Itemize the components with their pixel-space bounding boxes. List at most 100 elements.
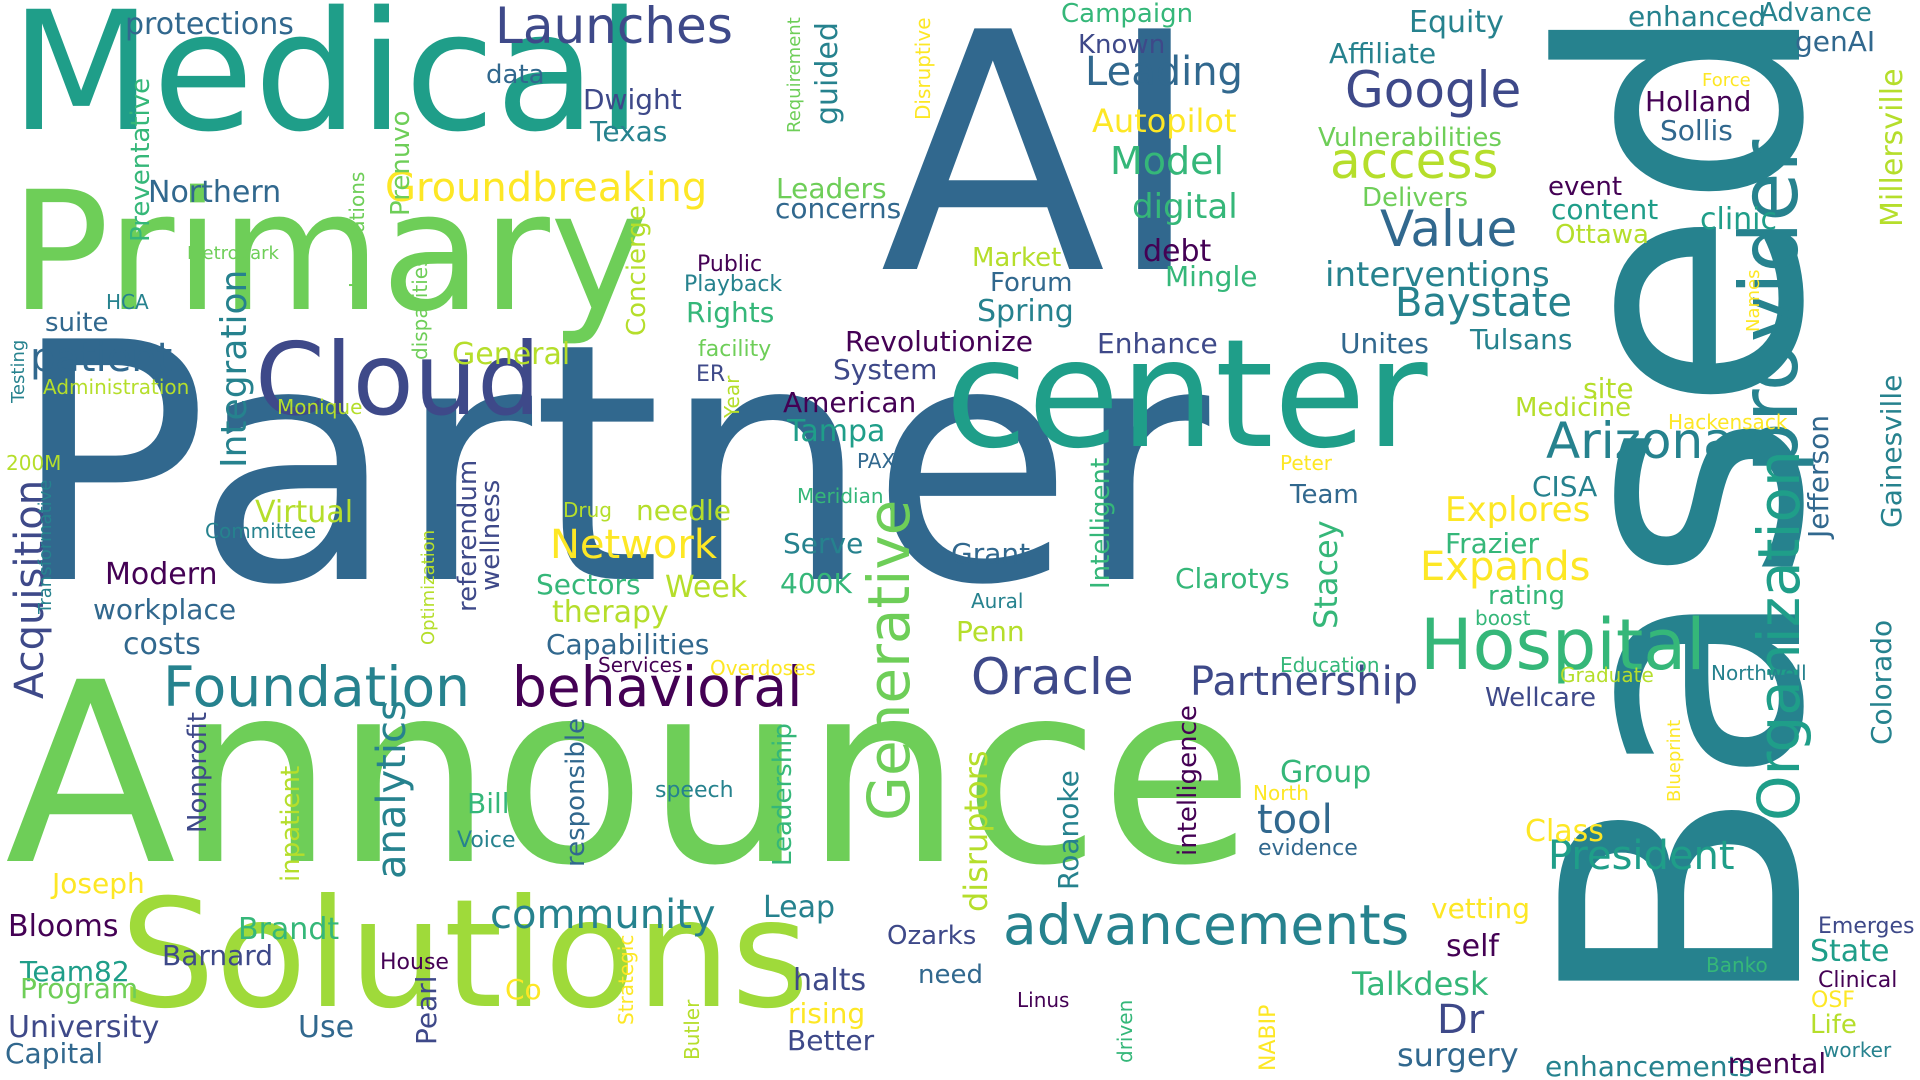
word-rating: rating xyxy=(1488,581,1566,611)
word-concerns: concerns xyxy=(775,192,902,225)
word-better: Better xyxy=(787,1024,875,1057)
word-roanoke: Roanoke xyxy=(1052,770,1085,890)
word-butler: Butler xyxy=(680,999,704,1060)
word-emerges: Emerges xyxy=(1818,914,1915,939)
word-vulnerabilities: Vulnerabilities xyxy=(1318,123,1502,153)
word-general: General xyxy=(452,337,571,372)
word-team: Team xyxy=(1290,480,1359,510)
word-voice: Voice xyxy=(457,828,516,853)
word-unites: Unites xyxy=(1340,327,1429,360)
word-meridian: Meridian xyxy=(797,484,884,508)
word-patient: patient xyxy=(30,335,173,381)
word-wellcare: Wellcare xyxy=(1485,683,1596,713)
word-texas: Texas xyxy=(590,115,668,148)
word-optimization: Optimization xyxy=(418,529,439,645)
word-advancements: advancements xyxy=(1003,893,1410,957)
word-workplace: workplace xyxy=(93,593,237,626)
word-transformative: Transformative xyxy=(35,479,56,614)
word-class: Class xyxy=(1525,814,1604,849)
word-services: Services xyxy=(598,653,683,677)
word-innovations: Innovations xyxy=(345,171,369,288)
word-delivers: Delivers xyxy=(1362,183,1469,213)
word-capital: Capital xyxy=(5,1037,104,1070)
word-virtual: Virtual xyxy=(255,495,354,530)
word-leading: Leading xyxy=(1085,49,1243,95)
word-metropark: Metropark xyxy=(187,243,279,264)
word-interventions: interventions xyxy=(1325,255,1550,295)
word-disparities: disparities xyxy=(408,256,432,360)
word-autopilot: Autopilot xyxy=(1092,102,1237,140)
word-value: Value xyxy=(1380,200,1518,258)
word-force: Force xyxy=(1702,70,1751,91)
word-committee: Committee xyxy=(205,519,317,543)
word-site: site xyxy=(1583,372,1634,405)
word-sectors: Sectors xyxy=(536,568,641,601)
word-life: Life xyxy=(1810,1010,1857,1040)
word-foundation: Foundation xyxy=(163,655,471,719)
word-ozarks: Ozarks xyxy=(887,921,977,951)
word-inpatient: inpatient xyxy=(276,765,306,882)
word-dr: Dr xyxy=(1437,997,1485,1043)
word-pearl: Pearl xyxy=(410,975,443,1045)
word-arizona: Arizona xyxy=(1546,412,1734,470)
word-explores: Explores xyxy=(1445,490,1591,530)
word-ai: AI xyxy=(880,0,1204,347)
word-need: need xyxy=(918,960,983,990)
word-testing: Testing xyxy=(8,339,29,403)
word-tulsans: Tulsans xyxy=(1470,323,1573,356)
word-holland: Holland xyxy=(1645,85,1752,118)
word-evidence: evidence xyxy=(1258,836,1358,861)
word-protections: protections xyxy=(125,7,294,42)
word-generative: Generative xyxy=(855,499,923,821)
word-vetting: vetting xyxy=(1431,892,1531,925)
word-intelligent: Intelligent xyxy=(1086,457,1116,589)
word-surgery: surgery xyxy=(1397,1036,1519,1074)
word-guided: guided xyxy=(810,22,845,125)
word-barnard: Barnard xyxy=(162,939,274,972)
word-university: University xyxy=(8,1010,160,1045)
word-google: Google xyxy=(1345,61,1522,119)
word-rising: rising xyxy=(788,997,866,1030)
word-requirement: Requirement xyxy=(784,17,805,133)
word-state: State xyxy=(1810,934,1890,969)
word-playback: Playback xyxy=(684,272,783,297)
word-forum: Forum xyxy=(990,268,1073,298)
word-stacey: Stacey xyxy=(1307,520,1345,629)
word-names: Names xyxy=(1743,269,1764,332)
word-therapy: therapy xyxy=(552,595,669,630)
word-400k: 400K xyxy=(780,567,852,600)
word-bill: Bill xyxy=(467,787,510,820)
word-baystate: Baystate xyxy=(1395,280,1572,326)
word-administration: Administration xyxy=(43,375,190,399)
word-behavioral: behavioral xyxy=(512,655,803,719)
word-content: content xyxy=(1551,193,1659,226)
word-genai: genAI xyxy=(1795,25,1876,58)
word-concierge: Concierge xyxy=(622,205,652,336)
word-ottawa: Ottawa xyxy=(1555,220,1649,250)
word-pax: PAX xyxy=(857,449,896,473)
word-analytics: analytics xyxy=(369,700,415,879)
word-200m: 200M xyxy=(6,451,62,475)
word-blueprint: Blueprint xyxy=(1664,719,1685,802)
word-enhance: Enhance xyxy=(1097,327,1218,360)
word-colorado: Colorado xyxy=(1865,619,1898,745)
word-prenuvo: Prenuvo xyxy=(386,110,416,216)
word-cloud: Cloud xyxy=(255,321,541,438)
word-grant: Grant xyxy=(951,537,1031,570)
word-week: Week xyxy=(665,570,748,605)
word-needle: needle xyxy=(636,494,731,527)
word-group: Group xyxy=(1280,755,1372,790)
word-overdoses: Overdoses xyxy=(710,656,816,680)
word-sollis: Sollis xyxy=(1660,114,1733,147)
word-hospital: Hospital xyxy=(1420,604,1706,686)
word-driven: driven xyxy=(1113,999,1137,1063)
word-peter: Peter xyxy=(1280,451,1333,475)
word-preventative: Preventative xyxy=(126,77,156,242)
word-mental: mental xyxy=(1728,1047,1827,1080)
word-strategic: Strategic xyxy=(614,934,638,1025)
word-gainesville: Gainesville xyxy=(1875,374,1908,528)
word-digital: digital xyxy=(1132,187,1238,227)
word-access: access xyxy=(1330,132,1499,190)
word-organization: Organization xyxy=(1745,450,1813,821)
word-integration: Integration xyxy=(214,269,255,468)
